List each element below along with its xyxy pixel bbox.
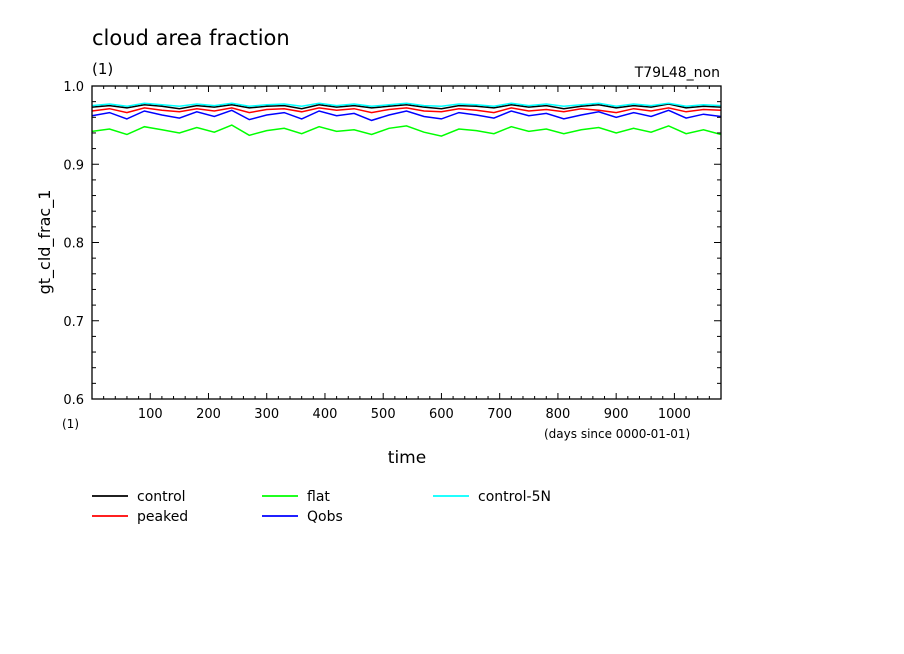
x-tick-label: 100 [138, 407, 163, 422]
y-tick-label: 0.6 [63, 393, 84, 408]
series-line-peaked [91, 107, 722, 114]
legend: control peaked flat Qobs control-5N [92, 489, 551, 525]
y-tick-label: 0.8 [63, 237, 84, 252]
y-tick-label: 0.9 [63, 158, 84, 173]
series-line-control [91, 103, 722, 110]
axis-ticks: 100 200 300 400 500 600 700 800 900 1000 0.6 0.7 0.8… [63, 80, 721, 422]
plot-frame [91, 85, 722, 400]
y-tick-label: 0.7 [63, 315, 84, 330]
x-tick-label: 600 [429, 407, 454, 422]
run-label: T79L48_non [634, 65, 720, 81]
x-tick-label: 300 [254, 407, 279, 422]
legend-label-flat: flat [307, 489, 330, 505]
x-tick-label: 500 [371, 407, 396, 422]
x-tick-label: 400 [313, 407, 338, 422]
series-line-flat [91, 124, 722, 137]
x-axis-label: time [388, 448, 426, 468]
y-units: (1) [62, 417, 79, 431]
legend-label-peaked: peaked [137, 509, 188, 525]
legend-label-control-5n: control-5N [478, 489, 551, 505]
x-units: (days since 0000-01-01) [544, 427, 690, 441]
plot-series [91, 102, 722, 137]
x-tick-label: 800 [546, 407, 571, 422]
series-line-control-5n [91, 102, 722, 108]
title-units: (1) [92, 60, 113, 78]
x-tick-label: 200 [196, 407, 221, 422]
legend-label-control: control [137, 489, 186, 505]
y-axis-label: gt_cld_frac_1 [35, 190, 55, 295]
y-tick-label: 1.0 [63, 80, 84, 95]
legend-label-qobs: Qobs [307, 509, 343, 525]
series-line-qobs [91, 109, 722, 122]
x-tick-label: 1000 [658, 407, 691, 422]
x-tick-label: 700 [487, 407, 512, 422]
chart-title: cloud area fraction [92, 26, 290, 50]
x-tick-label: 900 [604, 407, 629, 422]
